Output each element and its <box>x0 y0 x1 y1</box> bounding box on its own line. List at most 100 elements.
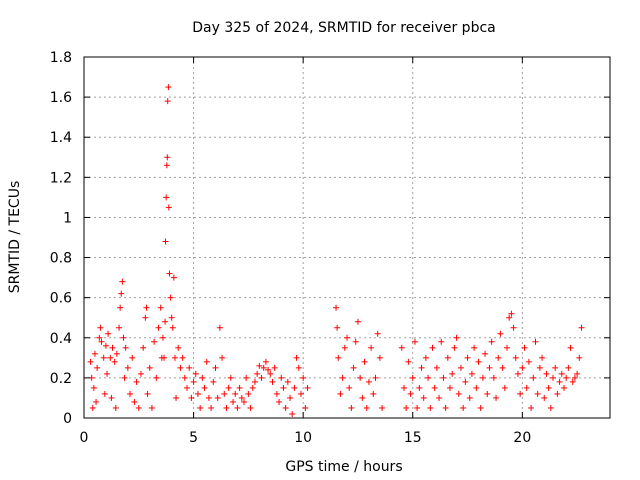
data-point <box>124 364 131 371</box>
y-tick-label: 1 <box>63 210 72 226</box>
data-point <box>214 394 221 401</box>
data-point <box>122 344 129 351</box>
data-point <box>245 390 252 397</box>
data-point <box>91 350 98 357</box>
x-tick-label: 20 <box>513 430 531 446</box>
data-point <box>357 374 364 381</box>
data-point <box>146 364 153 371</box>
data-point <box>238 394 245 401</box>
data-point <box>495 354 502 361</box>
data-point <box>236 384 243 391</box>
data-point <box>558 370 565 377</box>
data-point <box>543 370 550 377</box>
data-point <box>173 394 180 401</box>
data-point <box>466 394 473 401</box>
data-point <box>276 398 283 405</box>
data-point <box>361 358 368 365</box>
data-point <box>210 378 217 385</box>
data-point <box>556 378 563 385</box>
x-tick-label: 10 <box>294 430 312 446</box>
data-point <box>510 324 517 331</box>
data-point <box>216 324 223 331</box>
plot-frame <box>83 56 611 419</box>
data-point <box>370 390 377 397</box>
data-point <box>400 384 407 391</box>
data-point <box>129 354 136 361</box>
data-point <box>523 384 530 391</box>
data-point <box>188 394 195 401</box>
data-point <box>293 354 300 361</box>
data-point <box>100 354 107 361</box>
data-point <box>203 358 210 365</box>
data-point <box>490 374 497 381</box>
data-point <box>273 390 280 397</box>
y-tick-label: 0.8 <box>50 251 72 267</box>
data-point <box>464 354 471 361</box>
data-point <box>108 394 115 401</box>
data-point <box>429 344 436 351</box>
data-point <box>227 374 234 381</box>
data-point <box>420 394 427 401</box>
data-point <box>148 404 155 411</box>
data-point <box>205 394 212 401</box>
data-point <box>291 384 298 391</box>
data-point <box>425 374 432 381</box>
data-point <box>576 354 583 361</box>
data-point <box>403 404 410 411</box>
data-point <box>223 404 230 411</box>
data-point <box>462 378 469 385</box>
data-point <box>94 364 101 371</box>
data-point <box>337 390 344 397</box>
data-point <box>101 390 108 397</box>
data-point <box>517 390 524 397</box>
data-point <box>565 364 572 371</box>
y-tick-label: 0.2 <box>50 371 72 387</box>
data-point <box>249 384 256 391</box>
data-point <box>536 364 543 371</box>
data-point <box>414 404 421 411</box>
data-point <box>444 354 451 361</box>
data-point <box>486 364 493 371</box>
data-point <box>427 404 434 411</box>
data-point <box>171 354 178 361</box>
data-point <box>289 410 296 417</box>
data-point <box>163 194 170 201</box>
axis-ticks: 0 0.2 0.4 0.6 0.8 1 1.2 1.4 1.6 1.8 0 5 10 15 20 <box>50 50 610 446</box>
data-point <box>262 358 269 365</box>
data-point <box>503 344 510 351</box>
data-point <box>341 344 348 351</box>
data-point <box>344 334 350 341</box>
data-point <box>416 384 423 391</box>
data-point <box>175 344 182 351</box>
data-point <box>501 384 508 391</box>
data-point <box>105 330 112 337</box>
data-point <box>118 290 125 297</box>
data-point <box>225 384 232 391</box>
data-point <box>339 374 346 381</box>
data-point <box>545 384 552 391</box>
data-point <box>190 378 197 385</box>
y-tick-label: 1.8 <box>50 50 72 66</box>
data-point <box>563 374 570 381</box>
data-point <box>151 338 158 345</box>
data-point <box>418 364 425 371</box>
data-point <box>165 84 172 91</box>
data-point <box>113 350 120 357</box>
data-point <box>514 370 521 377</box>
data-point <box>280 384 287 391</box>
data-point <box>477 404 484 411</box>
data-point <box>140 344 147 351</box>
y-axis-label: SRMTID / TECUs <box>7 181 23 294</box>
data-point <box>116 324 123 331</box>
data-point <box>508 310 515 317</box>
data-point <box>142 314 149 321</box>
data-point <box>199 374 206 381</box>
data-point <box>525 358 532 365</box>
data-point <box>258 374 265 381</box>
data-point <box>541 394 548 401</box>
x-tick-label: 5 <box>189 430 198 446</box>
data-point <box>251 378 258 385</box>
data-point <box>167 294 174 301</box>
data-point <box>160 354 167 361</box>
